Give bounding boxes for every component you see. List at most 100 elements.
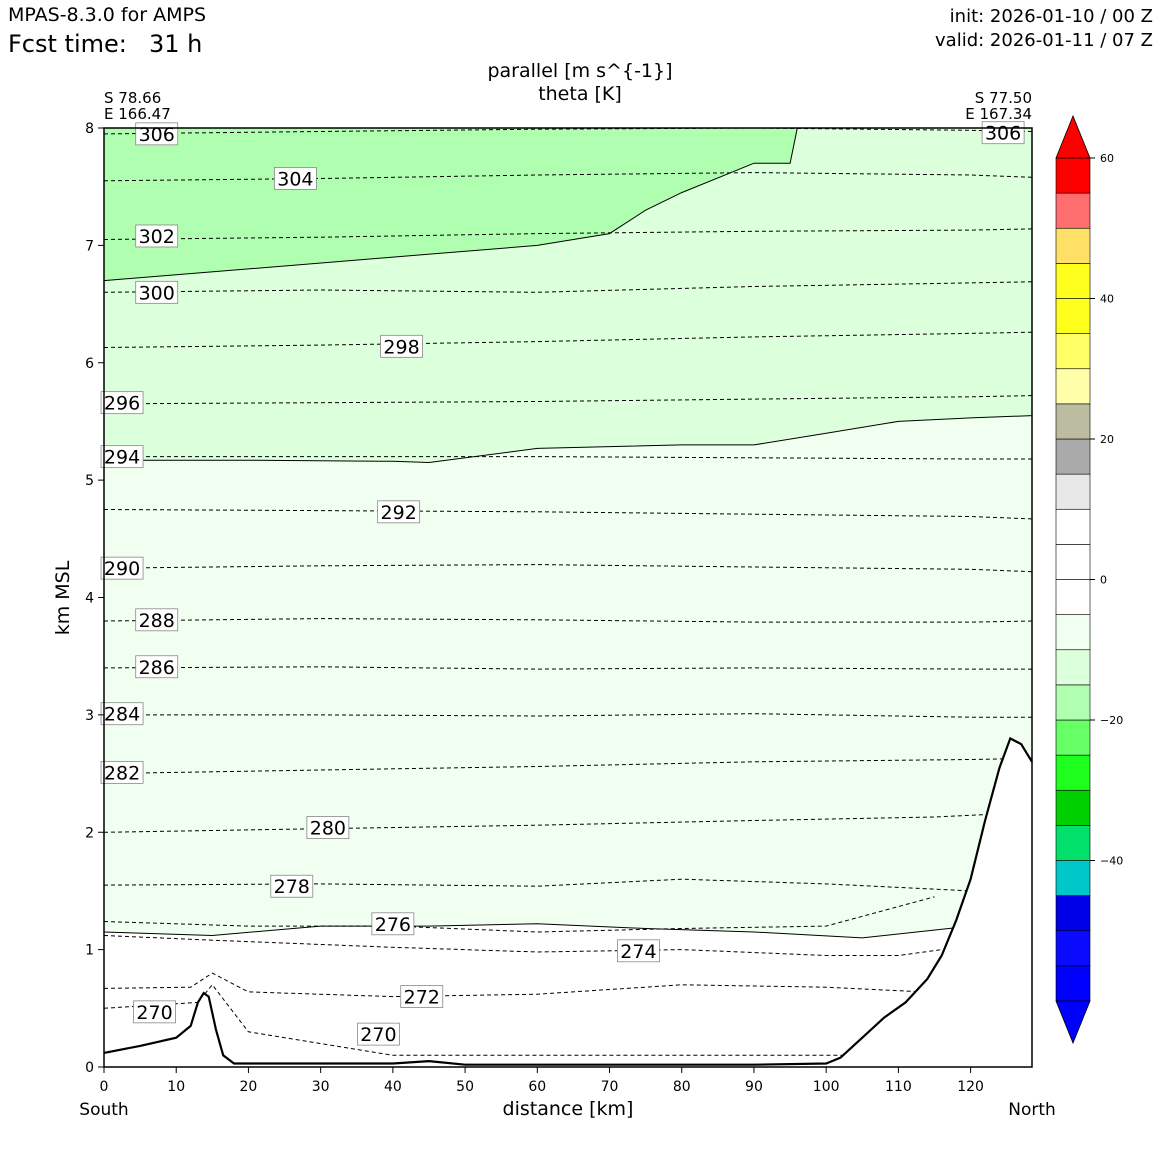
theta-label-296: 296 xyxy=(100,391,144,415)
theta-contour-290 xyxy=(103,564,1033,573)
theta-label-text: 300 xyxy=(139,282,175,304)
theta-label-272: 272 xyxy=(400,985,444,1009)
wind-contour-15 xyxy=(104,415,1033,464)
theta-contour-304 xyxy=(103,172,1033,182)
colorbar-tick-label: 20 xyxy=(1100,433,1114,446)
left-endpoint-lat: S 78.66 xyxy=(104,89,162,107)
init-time: init: 2026-01-10 / 00 Z xyxy=(949,6,1153,27)
theta-label-276: 276 xyxy=(371,912,415,936)
theta-label-294: 294 xyxy=(100,445,144,469)
theta-label-278: 278 xyxy=(270,874,314,898)
theta-contour-302 xyxy=(103,228,1033,240)
theta-label-box xyxy=(100,556,144,580)
colorbar-segment xyxy=(1055,930,1091,967)
x-tick-label: 60 xyxy=(528,1079,546,1095)
terrain-fill xyxy=(104,738,1032,1067)
theta-label-text: 270 xyxy=(360,1024,396,1046)
theta-label-text: 288 xyxy=(139,610,175,632)
theta-label-box xyxy=(135,280,179,304)
theta-contour-276 xyxy=(103,896,935,933)
theta-label-text: 284 xyxy=(104,704,140,726)
theta-label-text: 298 xyxy=(383,336,419,358)
x-tick-label: 30 xyxy=(312,1079,330,1095)
colorbar-segment xyxy=(1055,719,1091,756)
theta-label-302: 302 xyxy=(135,224,179,248)
theta-label-text: 286 xyxy=(139,657,175,679)
colorbar-segment xyxy=(1055,298,1091,334)
theta-contour-286 xyxy=(103,666,1032,670)
theta-contour-300 xyxy=(103,281,1033,293)
valid-time: valid: 2026-01-11 / 07 Z xyxy=(935,30,1153,51)
theta-label-text: 292 xyxy=(381,502,417,524)
theta-label-306: 306 xyxy=(981,121,1025,145)
colorbar-tick-label: −20 xyxy=(1100,714,1123,727)
theta-label-306: 306 xyxy=(135,122,179,146)
theta-label-282: 282 xyxy=(100,760,144,784)
theta-label-box xyxy=(273,167,317,190)
theta-contour-284 xyxy=(104,713,1032,718)
theta-contour-294 xyxy=(104,456,1032,460)
theta-label-box xyxy=(400,985,444,1008)
right-endpoint-lon: E 167.34 xyxy=(965,105,1032,123)
colorbar-segment xyxy=(1055,649,1091,686)
left-endpoint-lon: E 166.47 xyxy=(104,105,171,123)
theta-contour-298 xyxy=(103,331,1033,348)
wind-contour-lowlevel xyxy=(103,908,1033,939)
colorbar-segment xyxy=(1055,684,1091,721)
theta-contour-272 xyxy=(103,972,1033,998)
theta-label-box xyxy=(981,121,1025,145)
x-tick-label: 10 xyxy=(167,1079,185,1095)
theta-contour-292 xyxy=(103,509,1033,520)
colorbar-segment xyxy=(1055,860,1091,896)
colorbar-segment xyxy=(1055,579,1091,615)
theta-label-box xyxy=(135,608,179,632)
theta-label-text: 290 xyxy=(104,558,140,580)
theta-label-text: 280 xyxy=(310,818,346,840)
forecast-time-label: Fcst time: xyxy=(8,30,127,58)
colorbar-segment xyxy=(1055,157,1091,194)
colorbar-tick-label: 60 xyxy=(1100,152,1114,165)
theta-label-box xyxy=(377,500,421,524)
theta-label-box xyxy=(100,445,144,469)
right-endpoint-lat: S 77.50 xyxy=(974,89,1032,107)
x-tick-label: 120 xyxy=(957,1079,984,1095)
theta-label-304: 304 xyxy=(273,167,317,190)
colorbar-segment xyxy=(1055,825,1091,861)
colorbar-segment xyxy=(1055,508,1091,545)
colorbar-segment xyxy=(1055,333,1091,370)
y-tick-label: 1 xyxy=(85,943,94,959)
colorbar-segment xyxy=(1055,192,1091,229)
theta-label-270: 270 xyxy=(133,1000,176,1024)
colorbar-segment xyxy=(1055,965,1091,1002)
x-tick-label: 0 xyxy=(100,1079,109,1095)
x-tick-label: 110 xyxy=(885,1079,912,1095)
y-tick-label: 5 xyxy=(85,473,94,489)
colorbar-tick-label: −40 xyxy=(1100,855,1123,868)
theta-label-box xyxy=(133,1000,176,1024)
y-tick-label: 4 xyxy=(85,591,94,607)
theta-label-box xyxy=(270,874,314,898)
theta-label-box xyxy=(135,224,179,248)
theta-label-text: 302 xyxy=(139,226,175,248)
x-tick-label: 90 xyxy=(745,1079,763,1095)
colorbar-segment xyxy=(1055,789,1091,826)
theta-label-text: 282 xyxy=(104,762,140,784)
theta-contour-270 xyxy=(103,983,1032,1056)
theta-label-text: 278 xyxy=(274,876,310,898)
colorbar-segment xyxy=(1055,614,1091,651)
colorbar-under-triangle xyxy=(1055,1000,1091,1045)
x-axis-label: distance [km] xyxy=(502,1098,634,1120)
theta-label-text: 270 xyxy=(136,1002,172,1024)
theta-label-text: 276 xyxy=(375,914,411,936)
theta-label-274: 274 xyxy=(617,939,660,963)
colorbar-segment xyxy=(1055,895,1091,932)
colorbar-tick-label: 40 xyxy=(1100,293,1114,306)
x-tick-label: 40 xyxy=(384,1079,402,1095)
theta-label-text: 306 xyxy=(139,124,175,146)
wind-fill-region-20 xyxy=(104,128,1032,281)
theta-contour-274 xyxy=(103,935,942,956)
chart-title-line2: theta [K] xyxy=(538,83,622,105)
y-tick-label: 3 xyxy=(85,708,94,724)
terrain-outline xyxy=(103,736,1033,1066)
